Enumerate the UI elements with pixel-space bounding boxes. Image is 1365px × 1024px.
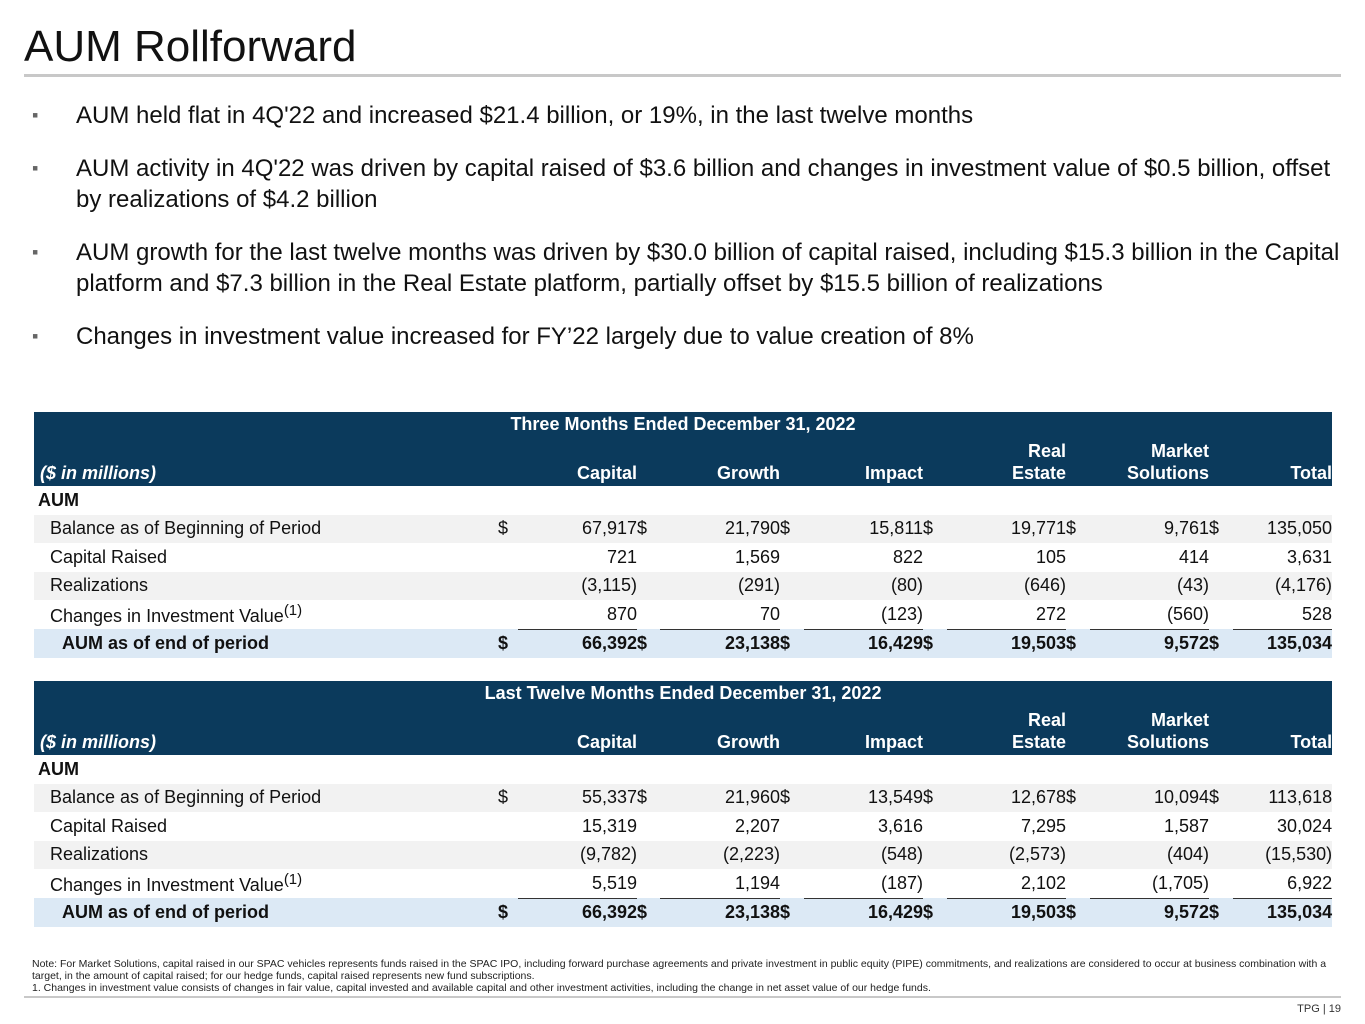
table-row: Capital Raised 15,319 2,207 3,616 7,295 … xyxy=(50,815,1333,836)
bullet-marker: ▪ xyxy=(32,158,39,178)
footer-divider xyxy=(24,996,1341,998)
footnotes: Note: For Market Solutions, capital rais… xyxy=(32,958,1337,994)
col-market-solutions: Market Solutions xyxy=(1090,436,1209,486)
footnote-marker: (1) xyxy=(283,871,303,888)
table-row: Capital Raised 721 1,569 822 105 414 3,6… xyxy=(50,546,1333,567)
bullet-text: AUM held flat in 4Q'22 and increased $21… xyxy=(76,102,974,129)
table-row: Realizations (3,115) (291) (80) (646) (4… xyxy=(34,571,1333,600)
bullet-item: ▪ Changes in investment value increased f… xyxy=(32,321,1352,352)
units-label: ($ in millions) xyxy=(34,705,498,755)
table-row: Balance as of Beginning of Period $55,33… xyxy=(34,783,1333,812)
table-row: Changes in Investment Value(1) 5,519 1,1… xyxy=(34,869,1333,899)
bullet-text: Changes in investment value increased fo… xyxy=(76,323,974,350)
col-total: Total xyxy=(1233,436,1333,486)
table-row: Realizations (9,782) (2,223) (548) (2,57… xyxy=(34,840,1333,869)
aum-table-three-months: Three Months Ended December 31, 2022 ($ … xyxy=(34,412,1333,658)
col-growth: Growth xyxy=(660,705,780,755)
total-row: AUM as of end of period $66,392 $23,138 … xyxy=(34,898,1333,927)
bullet-item: ▪ AUM growth for the last twelve months w… xyxy=(32,237,1352,299)
bullet-item: ▪ AUM activity in 4Q'22 was driven by cap… xyxy=(32,153,1352,215)
table-row: Balance as of Beginning of Period $67,91… xyxy=(34,514,1333,543)
bullet-marker: ▪ xyxy=(32,105,39,125)
bullet-list: ▪ AUM held flat in 4Q'22 and increased $2… xyxy=(32,100,1352,374)
title-divider xyxy=(24,74,1341,77)
col-total: Total xyxy=(1233,705,1333,755)
page-number: TPG | 19 xyxy=(1297,1003,1341,1015)
bullet-item: ▪ AUM held flat in 4Q'22 and increased $2… xyxy=(32,100,1352,131)
bullet-text: AUM activity in 4Q'22 was driven by capi… xyxy=(76,155,1331,213)
table-row: Changes in Investment Value(1) 870 70 (1… xyxy=(34,600,1333,630)
bullet-marker: ▪ xyxy=(32,326,39,346)
period-header: Three Months Ended December 31, 2022 xyxy=(34,412,1333,436)
bullet-marker: ▪ xyxy=(32,242,39,262)
col-capital: Capital xyxy=(518,705,637,755)
period-header: Last Twelve Months Ended December 31, 20… xyxy=(34,681,1333,705)
page-title: AUM Rollforward xyxy=(24,22,357,71)
section-label: AUM xyxy=(38,758,79,779)
note-footnote-1: 1. Changes in investment value consists … xyxy=(32,982,931,994)
col-growth: Growth xyxy=(660,436,780,486)
col-capital: Capital xyxy=(518,436,637,486)
units-label: ($ in millions) xyxy=(34,436,498,486)
col-impact: Impact xyxy=(804,436,923,486)
aum-table-last-twelve-months: Last Twelve Months Ended December 31, 20… xyxy=(34,681,1333,927)
section-label: AUM xyxy=(38,489,79,510)
bullet-text: AUM growth for the last twelve months wa… xyxy=(76,239,1340,297)
col-real-estate: Real Estate xyxy=(947,705,1066,755)
footnote-marker: (1) xyxy=(283,602,303,619)
total-row: AUM as of end of period $66,392 $23,138 … xyxy=(34,629,1333,658)
col-real-estate: Real Estate xyxy=(947,436,1066,486)
col-impact: Impact xyxy=(804,705,923,755)
note-market-solutions: Note: For Market Solutions, capital rais… xyxy=(32,958,1327,982)
col-market-solutions: Market Solutions xyxy=(1090,705,1209,755)
